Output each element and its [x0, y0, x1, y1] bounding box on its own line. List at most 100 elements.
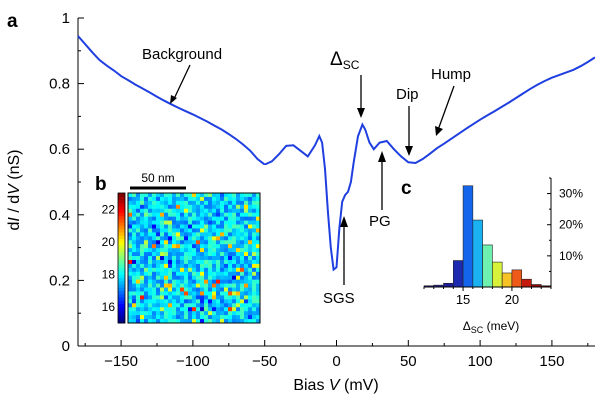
heatmap-pixel	[204, 311, 209, 316]
heatmap-pixel	[212, 275, 217, 280]
heatmap-pixel	[144, 256, 149, 261]
heatmap-pixel	[220, 275, 225, 280]
heatmap-pixel	[164, 279, 169, 284]
heatmap-pixel	[128, 244, 133, 249]
heatmap-pixel	[140, 319, 145, 324]
heatmap-pixel	[232, 248, 237, 253]
heatmap-pixel	[136, 275, 141, 280]
heatmap-pixel	[232, 212, 237, 217]
heatmap-pixel	[188, 204, 193, 210]
heatmap-pixel	[136, 212, 141, 217]
heatmap-pixel	[148, 267, 153, 273]
heatmap-pixel	[172, 256, 177, 261]
heatmap-pixel	[140, 283, 145, 288]
heatmap-pixel	[140, 236, 145, 241]
heatmap-pixel	[156, 236, 161, 241]
heatmap-pixel	[156, 275, 161, 280]
heatmap-pixel	[224, 193, 229, 198]
heatmap-pixel	[196, 275, 201, 280]
heatmap-pixel	[212, 196, 217, 202]
heatmap-pixel	[164, 307, 169, 312]
heatmap-pixel	[232, 240, 237, 245]
heatmap-pixel	[192, 196, 197, 202]
heatmap-pixel	[176, 248, 181, 253]
heatmap-pixel	[184, 256, 189, 261]
y-tick-label: 1	[62, 10, 70, 27]
scale-bar-label: 50 nm	[141, 171, 174, 185]
heatmap-pixel	[152, 299, 157, 304]
heatmap-pixel	[200, 263, 205, 269]
heatmap-pixel	[200, 271, 205, 277]
heatmap-pixel	[220, 256, 225, 261]
heatmap-pixel	[200, 248, 205, 253]
heatmap-pixel	[240, 299, 245, 304]
heatmap-pixel	[136, 279, 141, 284]
heatmap-pixel	[152, 244, 157, 249]
heatmap-pixel	[144, 271, 149, 277]
heatmap-pixel	[208, 275, 213, 280]
heatmap-pixel	[232, 216, 237, 221]
heatmap-pixel	[156, 224, 161, 229]
heatmap-pixel	[208, 263, 213, 269]
heatmap-pixel	[240, 275, 245, 280]
heatmap-pixel	[176, 228, 181, 233]
heatmap-pixel	[240, 220, 245, 225]
heatmap-pixel	[236, 240, 241, 245]
heatmap-pixel	[244, 244, 249, 249]
heatmap-pixel	[224, 232, 229, 237]
heatmap-pixel	[180, 208, 185, 213]
heatmap-pixel	[132, 299, 137, 304]
heatmap-pixel	[220, 240, 225, 245]
heatmap-pixel	[164, 319, 169, 324]
heatmap-pixel	[252, 311, 257, 316]
heatmap-pixel	[192, 279, 197, 284]
heatmap-pixel	[236, 216, 241, 221]
heatmap-pixel	[220, 196, 225, 202]
heatmap-pixel	[164, 259, 169, 265]
histogram-x-tick-label: 20	[505, 292, 519, 307]
heatmap-pixel	[168, 256, 173, 261]
heatmap-pixel	[212, 283, 217, 288]
colorbar-segment	[118, 271, 125, 275]
heatmap-pixel	[188, 311, 193, 316]
heatmap-pixel	[184, 311, 189, 316]
histogram-y-tick-label: 20%	[559, 218, 583, 232]
heatmap-pixel	[128, 212, 133, 217]
heatmap-pixel	[236, 232, 241, 237]
heatmap-pixel	[256, 271, 261, 277]
heatmap-pixel	[244, 267, 249, 273]
heatmap-pixel	[216, 240, 221, 245]
heatmap-pixel	[144, 319, 149, 324]
heatmap-pixel	[180, 232, 185, 237]
heatmap-pixel	[164, 244, 169, 249]
heatmap-pixel	[224, 275, 229, 280]
heatmap-pixel	[160, 236, 165, 241]
heatmap-pixel	[228, 279, 233, 284]
heatmap-pixel	[176, 236, 181, 241]
heatmap-pixel	[128, 224, 133, 229]
heatmap-pixel	[228, 248, 233, 253]
heatmap-pixel	[228, 307, 233, 312]
heatmap-pixel	[256, 204, 261, 210]
heatmap-pixel	[152, 208, 157, 213]
heatmap-pixel	[256, 196, 261, 202]
heatmap-pixel	[188, 291, 193, 296]
heatmap-pixel	[136, 216, 141, 221]
heatmap-pixel	[196, 263, 201, 269]
heatmap-pixel	[188, 196, 193, 202]
heatmap-pixel	[220, 271, 225, 277]
heatmap-pixel	[136, 256, 141, 261]
heatmap-pixel	[248, 193, 253, 198]
heatmap-pixel	[136, 208, 141, 213]
colorbar-segment	[118, 306, 125, 311]
colorbar-segment	[118, 284, 125, 288]
heatmap-pixel	[180, 311, 185, 316]
heatmap-pixel	[236, 283, 241, 288]
heatmap-pixel	[192, 240, 197, 245]
heatmap-pixel	[152, 271, 157, 277]
heatmap-pixel	[216, 263, 221, 269]
heatmap-pixel	[132, 303, 137, 308]
colorbar-tick-label: 16	[102, 300, 116, 314]
heatmap-pixel	[240, 240, 245, 245]
